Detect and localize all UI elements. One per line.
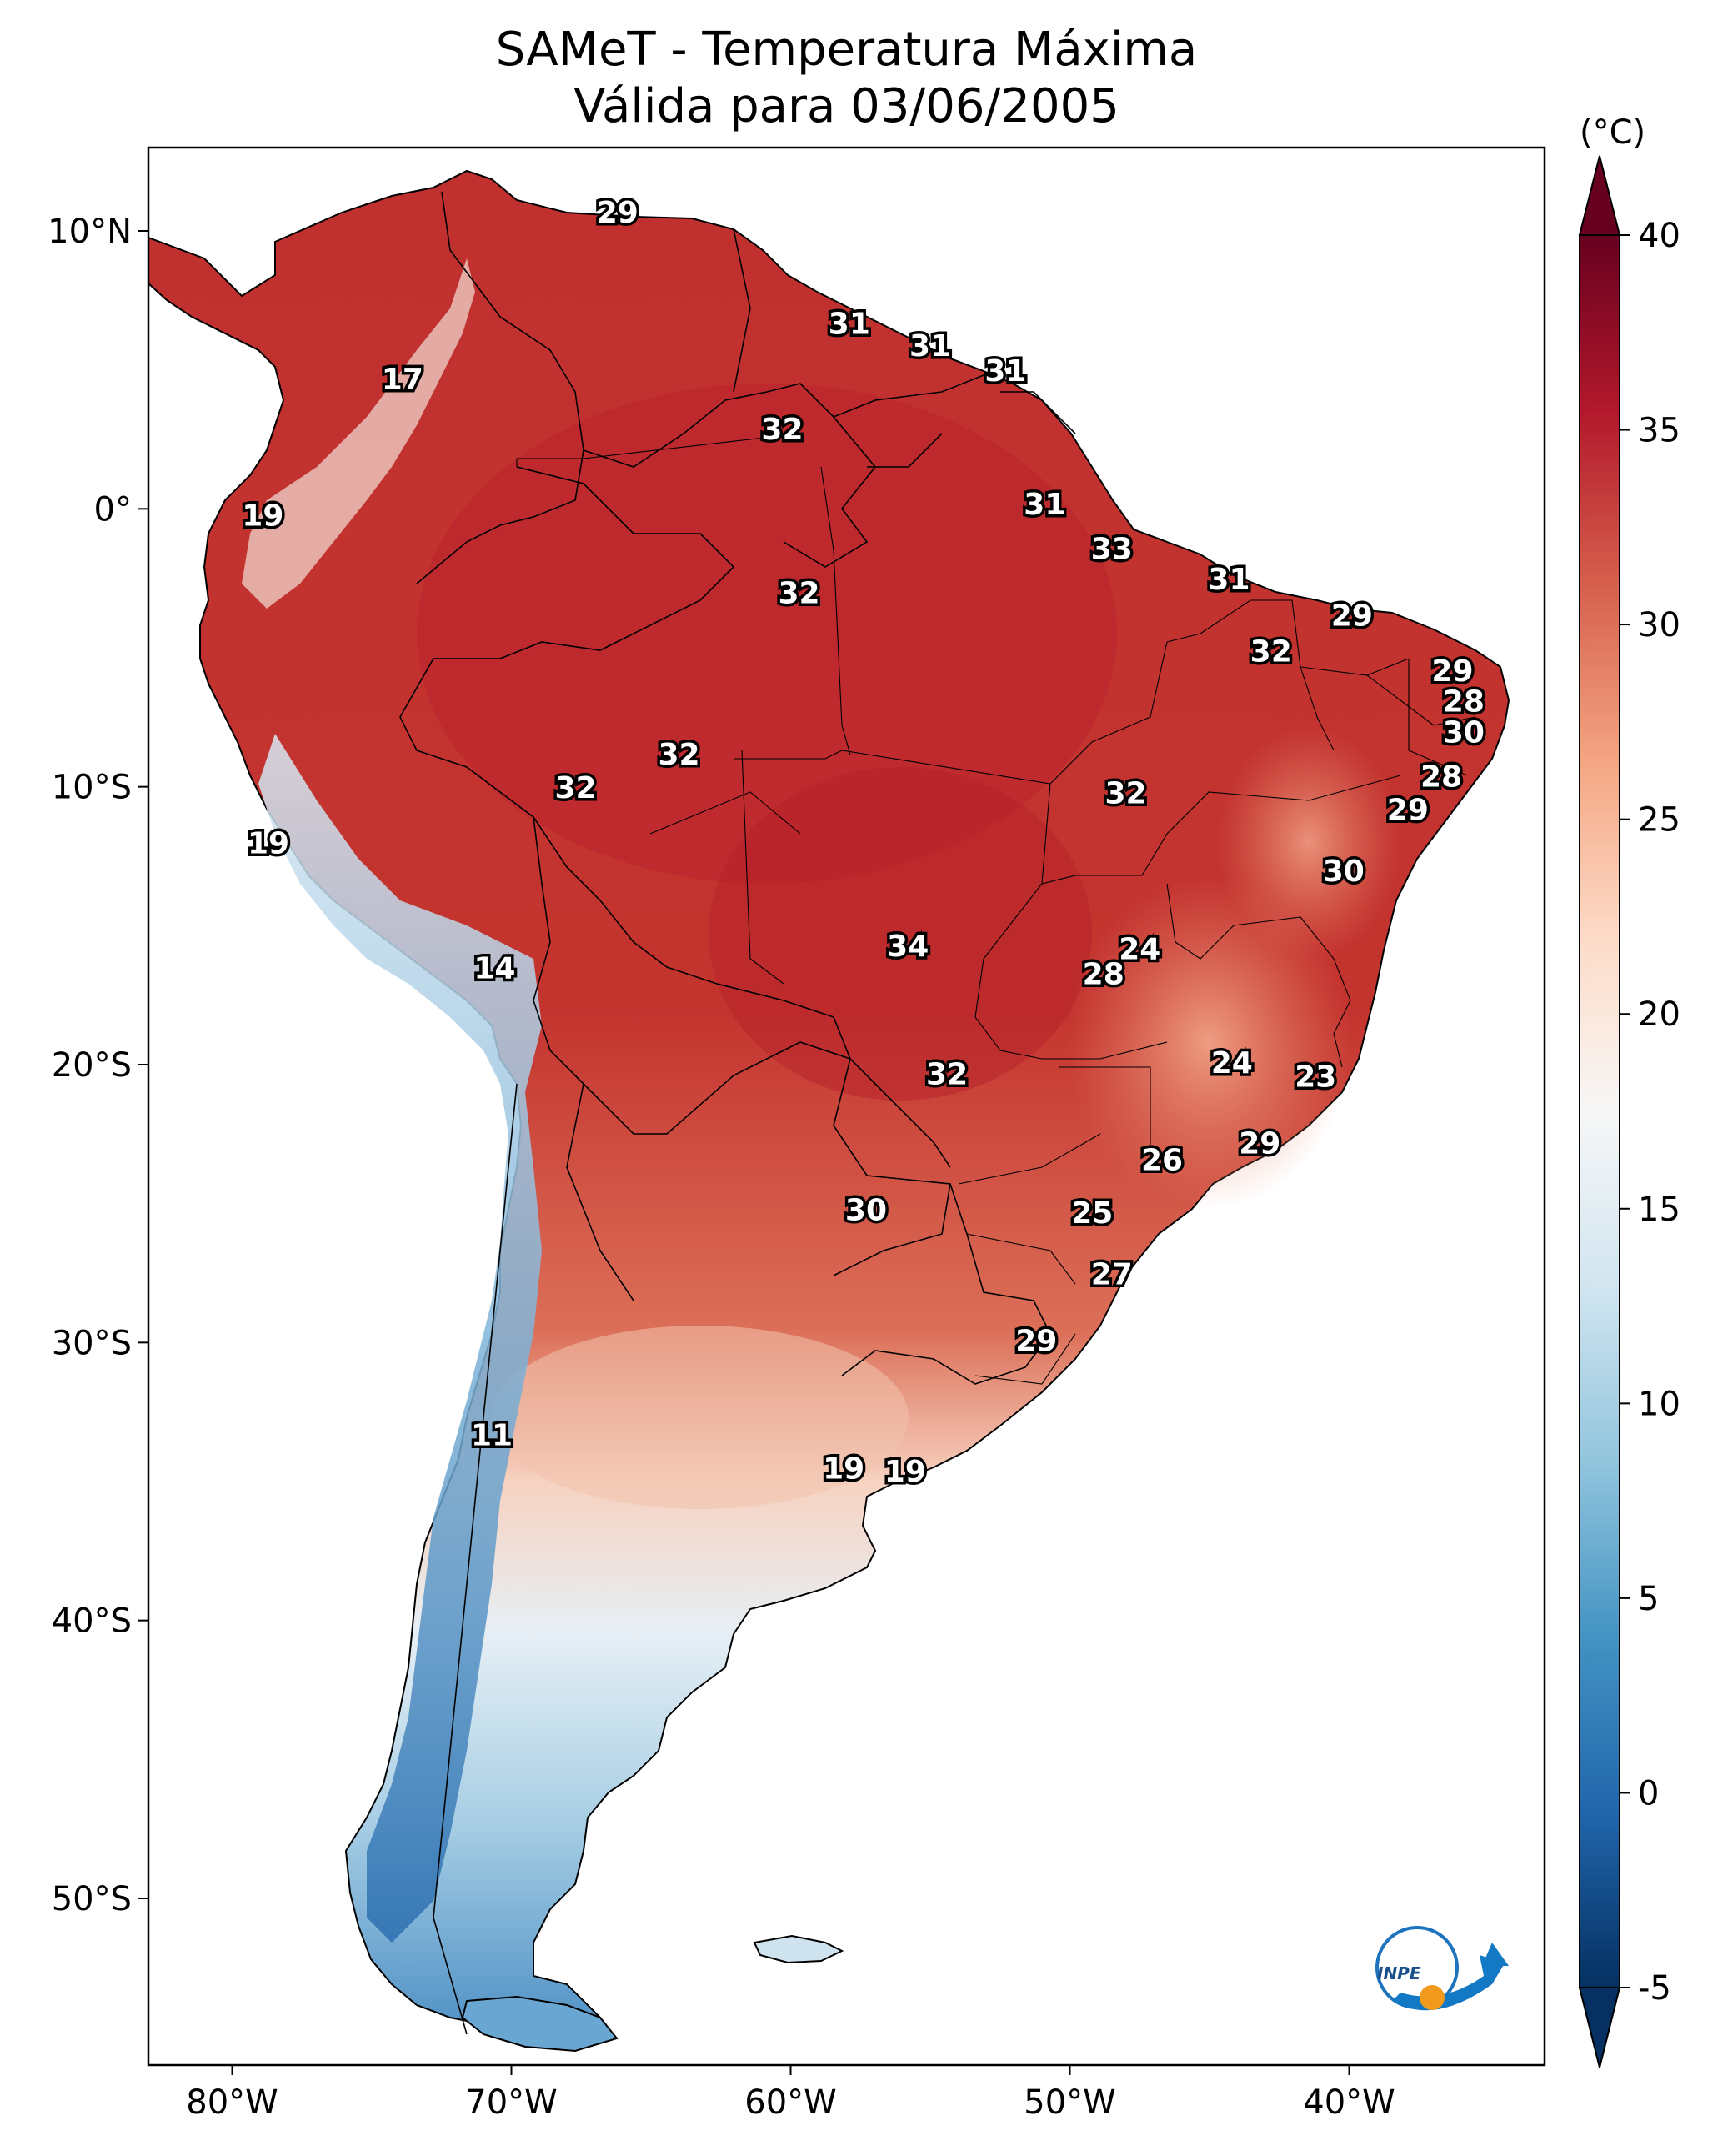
logo-text: INPE [1377,1963,1421,1983]
temperature-label: 28 [1083,957,1124,991]
temperature-label: 30 [845,1194,887,1228]
country-borders [399,191,1076,2035]
temperature-label: 19 [242,499,283,533]
colorbar-min-extension [1578,1987,1621,2068]
colorbar-tick-label: 25 [1638,801,1680,840]
colorbar-unit: (°C) [1580,113,1645,152]
y-tick-label: 40°S [52,1602,132,1641]
temperature-label: 32 [658,738,699,772]
temperature-label: 29 [597,196,639,230]
x-tick-label: 60°W [744,2083,836,2122]
colorbar-tick-label: -5 [1638,1969,1671,2008]
colorbar-tick-label: 15 [1638,1191,1680,1229]
temperature-label: 32 [554,771,596,805]
temperature-label: 31 [909,329,951,364]
temperature-label: 23 [1295,1060,1336,1095]
temperature-label: 29 [1431,654,1473,689]
temperature-label: 32 [778,577,819,611]
temperature-label: 28 [1443,685,1485,720]
amazon-hot-zone [417,384,1117,884]
temperature-label: 24 [1119,932,1160,966]
colorbar-body [1579,234,1620,1988]
temperature-label: 32 [1104,777,1146,811]
temperature-label: 14 [473,952,515,986]
temperature-label: 19 [823,1452,864,1487]
temperature-label: 31 [1024,488,1065,522]
temperature-label: 24 [1211,1046,1253,1081]
temperature-label: 29 [1015,1324,1057,1358]
x-axis: 80°W 70°W 60°W 50°W 40°W [186,2065,1395,2122]
y-tick-label: 0° [94,490,132,529]
colorbar-max-extension [1578,155,1621,236]
y-axis: 10°N 0° 10°S 20°S 30°S 40°S 50°S [48,213,148,1918]
x-tick-label: 40°W [1303,2083,1395,2122]
temperature-label: 29 [1387,794,1429,828]
andes-cold-band [258,734,542,1943]
y-tick-label: 20°S [52,1046,132,1085]
y-tick-label: 10°N [48,213,132,251]
temperature-label: 33 [1091,532,1133,566]
temperature-label: 32 [761,413,803,447]
temperature-label: 27 [1091,1257,1133,1291]
temperature-label: 29 [1239,1127,1280,1161]
temperature-label: 19 [248,827,289,861]
temperature-label: 31 [829,307,870,341]
temperature-label: 28 [1420,760,1462,795]
central-hot-zone [709,767,1092,1101]
map-title: SAMeT - Temperatura Máxima [495,23,1198,77]
temperature-label: 29 [1331,599,1373,633]
colorbar-tick-label: 40 [1638,217,1680,255]
northern-andes-cool-band [242,258,475,609]
x-tick-label: 50°W [1024,2083,1115,2122]
temperature-label: 32 [1250,635,1292,669]
tierra-del-fuego [461,1995,619,2053]
colorbar-tick-label: 30 [1638,606,1680,644]
falkland-islands [753,1934,844,1964]
temperature-label: 31 [984,354,1026,389]
colorbar-tick-label: 35 [1638,412,1680,450]
colorbar-tick-label: 10 [1638,1385,1680,1423]
y-tick-label: 30°S [52,1324,132,1362]
x-tick-label: 70°W [465,2083,557,2122]
map-subtitle: Válida para 03/06/2005 [573,79,1119,133]
y-tick-label: 50°S [52,1880,132,1918]
temperature-label: 30 [1443,715,1485,750]
pampas-mild-zone [492,1326,909,1509]
x-tick-label: 80°W [186,2083,278,2122]
temperature-label: 17 [382,363,423,397]
temperature-label: 19 [884,1455,926,1489]
map-frame [147,146,1546,2067]
temperature-label: 25 [1071,1196,1113,1231]
southeast-brazil-warm-zone [1067,875,1350,1209]
logo-arrowhead-icon [1482,1943,1509,1966]
temperature-label: 31 [1208,563,1250,597]
temperature-label: 26 [1141,1144,1183,1178]
colorbar-tick-label: 20 [1638,995,1680,1034]
temperature-label: 32 [926,1057,968,1091]
colorbar-tick-label: 5 [1638,1580,1659,1618]
colorbar-ticks: 40 35 30 25 20 15 10 5 0 -5 [1620,217,1680,2008]
bahia-warm-zone [1217,725,1400,959]
logo-sun-dot [1420,1985,1445,2010]
colorbar-tick-label: 0 [1638,1774,1659,1813]
inpe-logo: INPE [1375,1926,1509,2011]
temperature-label: 11 [471,1419,513,1453]
temperature-label: 34 [887,930,929,964]
colorbar: (°C) 40 35 30 25 20 15 10 5 0 -5 [1578,113,1680,2068]
state-borders [516,433,1476,1385]
y-tick-label: 10°S [52,769,132,807]
temperature-label: 30 [1323,855,1365,889]
